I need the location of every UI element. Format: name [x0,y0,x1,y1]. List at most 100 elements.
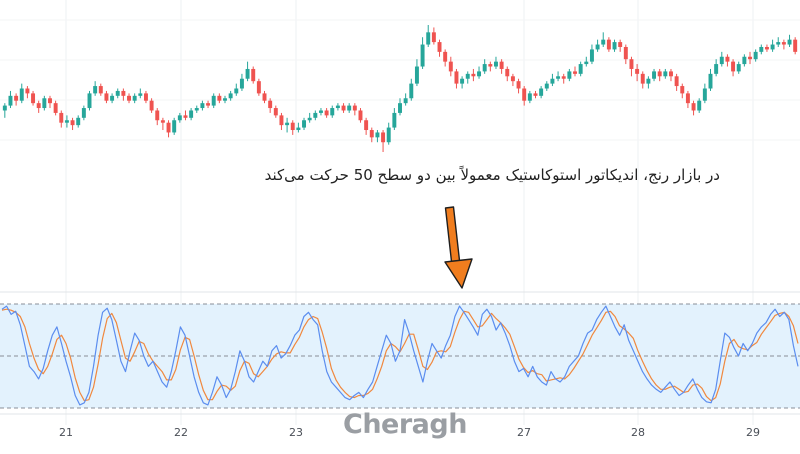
candle-body [127,95,131,101]
candle-bearish [448,56,453,77]
candle-bullish [550,73,555,87]
candle-bearish [499,59,504,74]
candle-body [725,56,730,62]
candle-bearish [104,90,109,104]
candle-bullish [375,130,380,143]
candle-body [522,88,527,101]
stochastic-k-line [1,305,799,406]
candle-bullish [335,103,340,111]
candle-bullish [708,68,713,91]
candle-bearish [522,86,527,106]
candle-body [674,76,679,87]
candle-bullish [409,78,414,101]
candle-body [431,32,436,43]
x-tick-label: 27 [517,426,531,439]
candle-body [635,68,640,74]
candle-bearish [561,73,566,84]
candle-body [510,76,515,82]
candle-bullish [172,117,177,135]
candle-bearish [256,78,261,96]
candle-bullish [189,108,194,121]
candle-bearish [635,64,640,82]
candle-bullish [414,59,419,87]
candle-bullish [19,83,24,104]
candle-body [471,73,476,77]
candle-body [764,46,769,50]
candle-bullish [76,115,81,128]
candle-bullish [42,95,47,111]
candle-bullish [386,122,391,145]
candle-body [364,120,369,131]
candle-bearish [731,59,736,77]
candle-bearish [640,71,645,89]
candle-body [477,71,482,77]
candle-body [731,61,736,72]
price-panel [2,25,798,152]
candle-body [64,120,69,123]
candle-body [567,71,572,79]
candle-bullish [403,93,408,106]
candle-body [53,103,58,113]
candle-body [223,98,227,101]
candle-body [505,68,510,77]
x-tick-label: 22 [174,426,188,439]
candle-bearish [454,68,459,89]
arrow-shaft [444,206,461,267]
candle-body [533,93,538,96]
candle-body [302,120,307,128]
candle-bearish [657,68,662,82]
candle-body [285,122,290,126]
candle-bullish [663,68,668,79]
candle-body [680,86,685,94]
candle-body [352,105,357,111]
candle-body [2,105,7,111]
candle-bullish [398,98,402,116]
candle-bullish [539,86,544,99]
candle-bullish [296,122,301,133]
candle-body [273,108,278,116]
candle-body [70,120,75,126]
candle-body [172,120,177,133]
candle-body [110,95,115,101]
candle-bearish [290,120,295,135]
candle-bearish [324,108,329,118]
candle-bullish [347,103,352,113]
candle-bullish [200,100,205,111]
stochastic-panel [0,291,800,409]
candle-body [787,39,792,45]
watermark-logo: Cheragh [343,409,467,440]
candle-body [104,93,109,101]
candle-bullish [697,98,702,113]
candle-bearish [443,49,448,67]
candle-body [36,103,41,109]
candle-body [776,42,781,45]
candle-bearish [725,54,730,67]
candle-body [177,115,182,121]
candle-bullish [544,81,549,91]
candle-bearish [623,44,628,65]
candle-bullish [228,90,233,101]
candle-body [748,56,752,60]
candle-bearish [680,83,685,99]
candle-body [663,71,668,77]
candle-bearish [341,103,346,113]
candle-body [335,105,340,109]
annotation-caption: در بازار رنج، اندیکاتور استوکاستیک معمول… [264,166,720,184]
candle-bearish [618,39,623,52]
candle-body [211,95,216,106]
candle-body [493,61,498,67]
candle-body [618,42,623,47]
candle-bearish [48,95,52,109]
candle-bullish [776,37,781,47]
candle-bearish [674,73,679,91]
candle-bullish [482,59,487,74]
candle-body [556,76,561,79]
candle-body [544,83,549,89]
x-tick-label: 29 [746,426,760,439]
candle-bullish [736,61,741,74]
candle-body [155,110,160,121]
candle-body [612,42,617,50]
candle-bullish [392,108,397,131]
candle-body [31,93,36,104]
